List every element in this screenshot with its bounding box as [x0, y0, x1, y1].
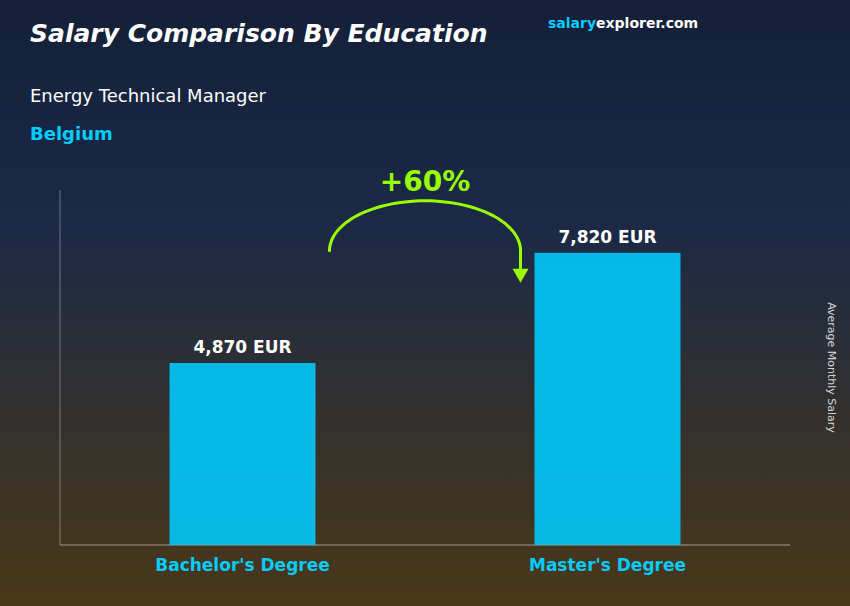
- change-label: +60%: [380, 165, 470, 198]
- category-label: Master's Degree: [529, 555, 686, 575]
- y-axis-label: Average Monthly Salary: [825, 302, 838, 433]
- change-arc: [330, 201, 521, 251]
- brand-part: explorer.com: [596, 15, 698, 31]
- bar: [535, 253, 681, 545]
- brand-part: salary: [548, 15, 596, 31]
- background: [0, 0, 850, 606]
- bar: [170, 363, 316, 545]
- chart: Salary Comparison By Education salaryexpl…: [0, 0, 850, 606]
- bars: [170, 253, 681, 545]
- change-arrow-head: [513, 269, 529, 283]
- value-label: 4,870 EUR: [193, 337, 291, 357]
- y-axis-line: [60, 190, 61, 545]
- subtitle: Energy Technical Manager: [30, 85, 267, 106]
- country: Belgium: [30, 123, 113, 144]
- category-label: Bachelor's Degree: [155, 555, 330, 575]
- value-label: 7,820 EUR: [558, 227, 656, 247]
- brand: salaryexplorer.com: [548, 15, 698, 31]
- title: Salary Comparison By Education: [30, 19, 487, 48]
